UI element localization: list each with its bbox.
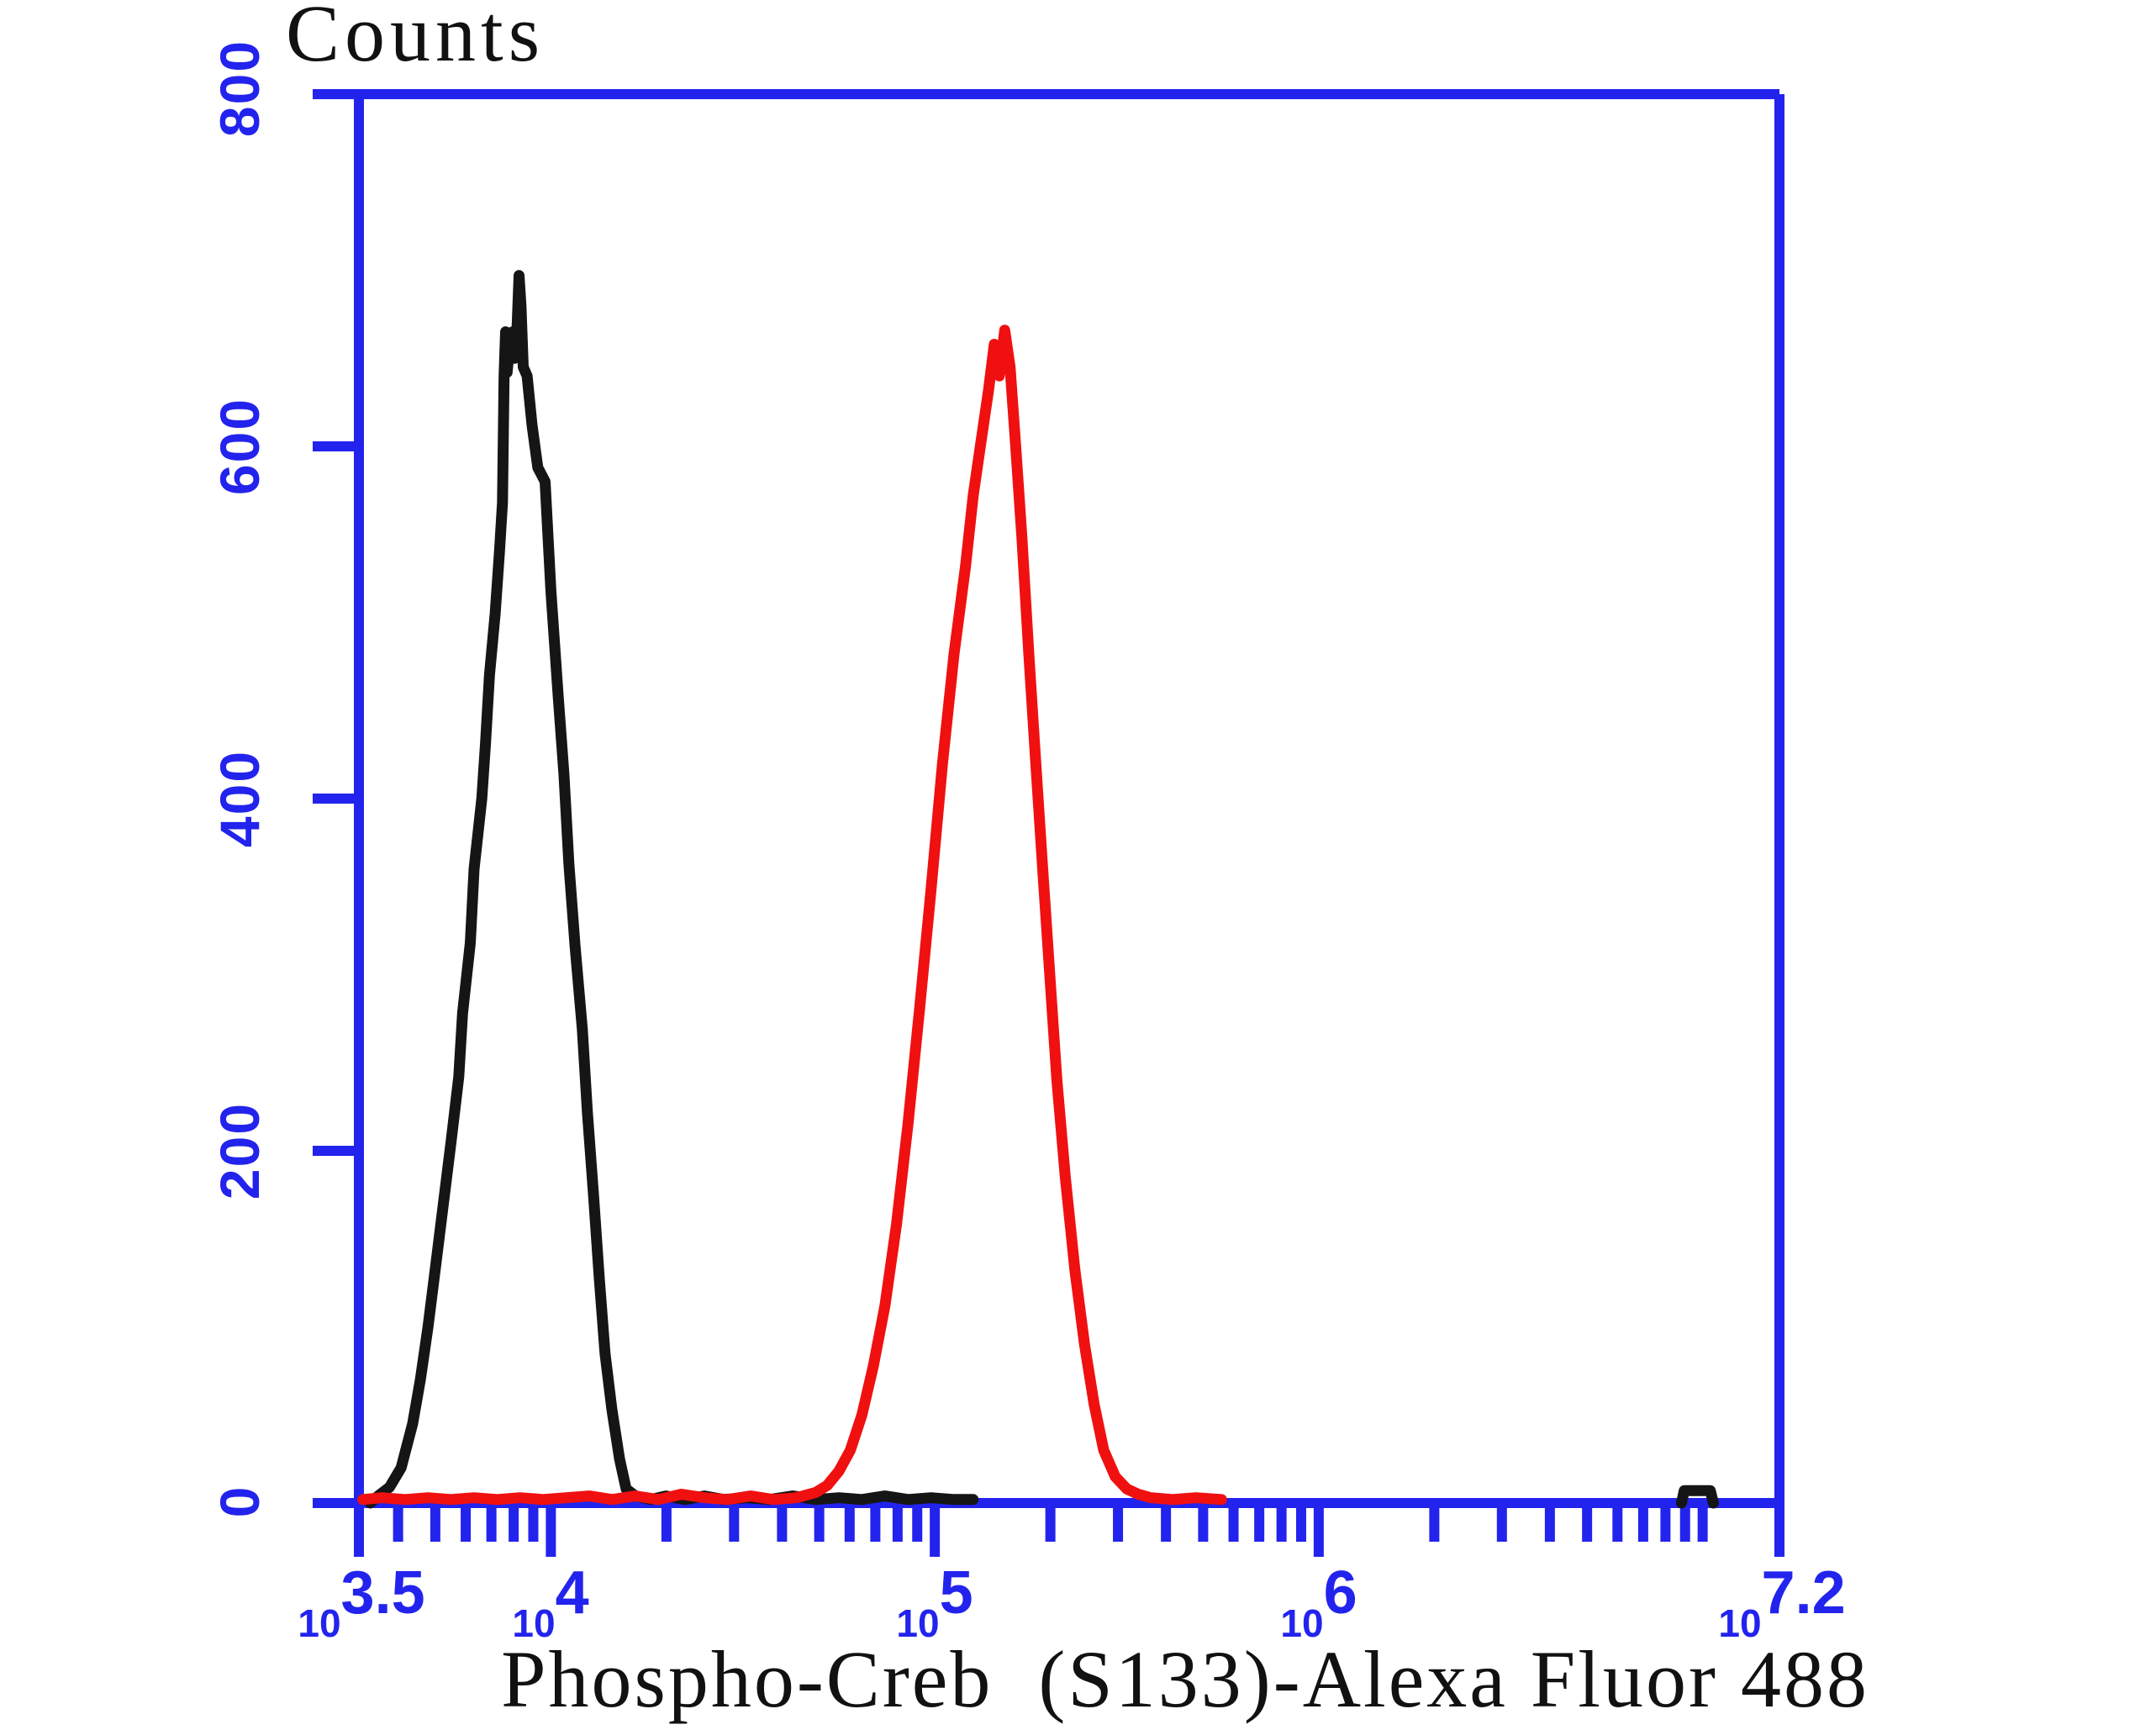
y-tick-label-800: 800 (208, 39, 271, 138)
x-tick-base: 10 (512, 1601, 556, 1645)
x-axis-title: Phospho-Creb (S133)-Alexa Fluor 488 (501, 1634, 1869, 1724)
histogram-curve-2 (1676, 1485, 1719, 1509)
x-tick-base: 10 (298, 1601, 341, 1645)
y-tick-label-0: 0 (208, 1485, 271, 1518)
x-tick-base: 10 (1280, 1601, 1324, 1645)
x-tick-label-7p2: 107.2 (1718, 1557, 1846, 1645)
chart-title: Counts (286, 0, 546, 78)
x-tick-base: 10 (1718, 1601, 1762, 1645)
x-tick-exponent: 4 (555, 1559, 589, 1627)
y-tick-label-600: 600 (208, 397, 271, 496)
x-tick-label-6: 106 (1280, 1557, 1357, 1645)
histogram-curve-1 (357, 324, 1227, 1506)
x-tick-label-4: 104 (512, 1557, 589, 1645)
y-tick-label-200: 200 (208, 1101, 271, 1200)
x-tick-label-3p5: 103.5 (298, 1557, 425, 1645)
x-tick-exponent: 6 (1323, 1559, 1357, 1627)
x-tick-label-5: 105 (896, 1557, 973, 1645)
x-tick-exponent: 3.5 (340, 1559, 425, 1627)
x-tick-base: 10 (896, 1601, 940, 1645)
x-tick-exponent: 7.2 (1761, 1559, 1846, 1627)
y-tick-label-400: 400 (208, 749, 271, 848)
x-tick-exponent: 5 (939, 1559, 973, 1627)
